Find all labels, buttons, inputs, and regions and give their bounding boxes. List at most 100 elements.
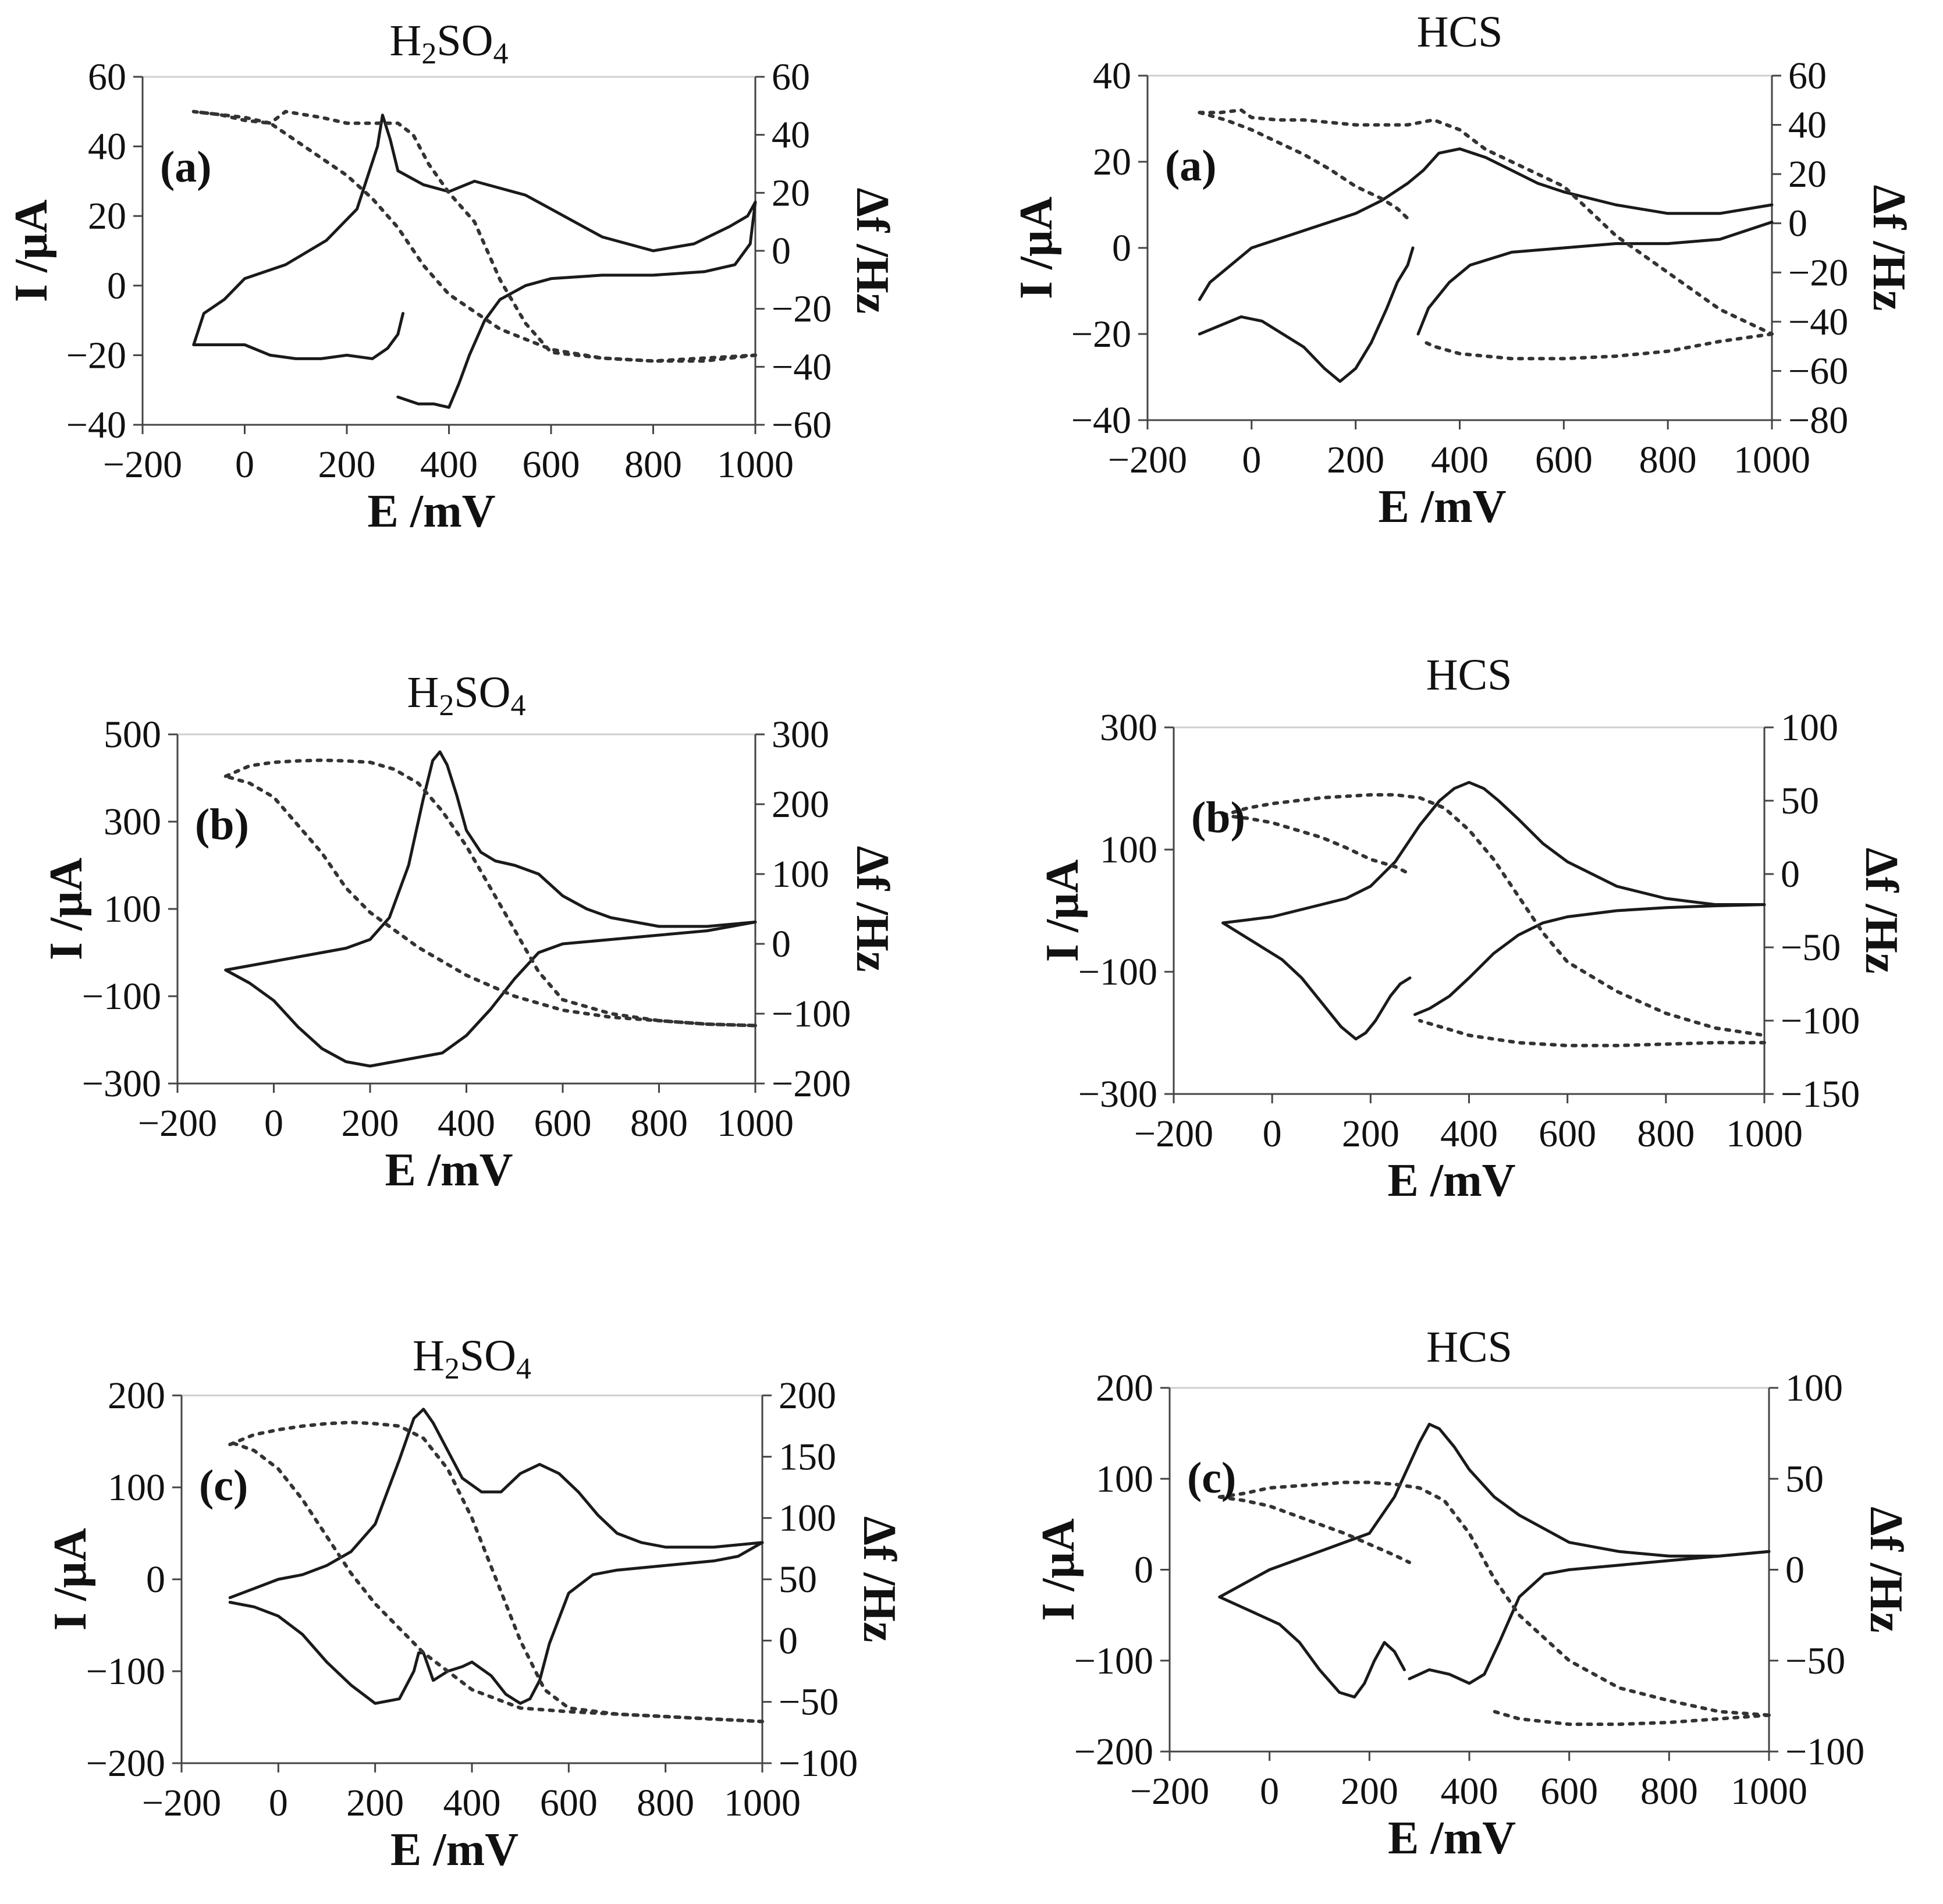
x-tick-label: 200 xyxy=(318,443,376,486)
chart-title: H2SO4 xyxy=(407,668,525,722)
chart-title: HCS xyxy=(1426,651,1512,699)
plot-frame xyxy=(180,1394,763,1764)
chart-title: HCS xyxy=(1426,1323,1512,1372)
y2-tick-label: −100 xyxy=(1785,1731,1864,1773)
y2-tick-label: 100 xyxy=(772,853,829,896)
x-tick-label: −200 xyxy=(103,443,182,486)
panel-label: (c) xyxy=(1187,1454,1236,1502)
y2-tick-label: 200 xyxy=(779,1374,836,1417)
x-tick-label: 400 xyxy=(443,1782,501,1824)
series-current-return xyxy=(1416,221,1774,336)
series-current-cathodic xyxy=(1218,1595,1406,1699)
y2-tick-label: −40 xyxy=(1788,301,1848,343)
y2-tick-label: 40 xyxy=(772,114,810,157)
y-tick-label: 100 xyxy=(1100,829,1157,871)
x-tick-label: 800 xyxy=(630,1102,688,1145)
y-tick-label: 60 xyxy=(88,56,126,98)
x-tick-label: −200 xyxy=(142,1782,221,1824)
y2-tick-label: −100 xyxy=(1781,1000,1860,1042)
x-tick-label: 400 xyxy=(420,443,478,486)
plot-frame xyxy=(176,733,756,1085)
y2-axis-label: Δf /Hz xyxy=(1863,185,1914,311)
x-tick-label: 600 xyxy=(534,1102,592,1145)
y-tick-label: 40 xyxy=(88,126,126,168)
x-axis-label: E /mV xyxy=(368,486,496,537)
chart-panel-6: −200 0 200 400 600 800 10002001000−100−2001005… xyxy=(1033,1323,1912,1864)
y2-tick-label: −80 xyxy=(1788,399,1848,442)
series-frequency-return xyxy=(223,775,757,1028)
series-frequency-return xyxy=(1418,1019,1766,1047)
y-tick-label: 300 xyxy=(1100,706,1157,749)
x-tick-label: 0 xyxy=(1260,1770,1279,1813)
y2-tick-label: −50 xyxy=(1785,1640,1845,1682)
y-tick-label: −300 xyxy=(82,1063,161,1105)
x-tick-label: −200 xyxy=(138,1102,217,1145)
series-frequency-descent xyxy=(1217,1495,1411,1564)
chart-title: H2SO4 xyxy=(413,1331,531,1386)
series-current-return xyxy=(1408,1550,1771,1685)
y2-tick-label: −40 xyxy=(772,346,832,388)
x-tick-label: 1000 xyxy=(717,1102,794,1145)
y-tick-label: 100 xyxy=(104,888,161,930)
y2-tick-label: −100 xyxy=(779,1742,858,1785)
y2-tick-label: −200 xyxy=(772,1063,851,1105)
series-current-return xyxy=(1413,903,1766,1016)
x-tick-label: 600 xyxy=(523,443,580,486)
y2-tick-label: −60 xyxy=(1788,350,1848,392)
x-tick-label: 1000 xyxy=(1731,1770,1807,1813)
y2-tick-label: 20 xyxy=(1788,153,1827,196)
y2-tick-label: −100 xyxy=(772,993,851,1035)
x-tick-label: 1000 xyxy=(1734,439,1810,481)
y2-tick-label: 60 xyxy=(772,56,810,98)
x-tick-label: 400 xyxy=(1440,1113,1498,1155)
chart-title: H2SO4 xyxy=(389,16,508,70)
panel-label: (b) xyxy=(1191,793,1245,842)
y-tick-label: 0 xyxy=(146,1558,165,1601)
series-frequency-return xyxy=(1492,1710,1771,1727)
y2-tick-label: −20 xyxy=(772,288,832,331)
chart-panel-5: −200 0 200 400 600 800 10002001000−100−2002001… xyxy=(45,1331,905,1875)
x-tick-label: −200 xyxy=(1130,1770,1209,1813)
x-tick-label: 400 xyxy=(438,1102,495,1145)
x-axis-label: E /mV xyxy=(390,1824,518,1875)
y2-axis-label: Δf /Hz xyxy=(847,188,898,314)
y-tick-label: 200 xyxy=(108,1374,165,1417)
y-tick-label: −40 xyxy=(66,404,126,446)
y2-tick-label: 200 xyxy=(772,783,829,826)
y2-axis-label: Δf /Hz xyxy=(854,1516,905,1643)
y2-tick-label: 100 xyxy=(779,1497,836,1540)
y-tick-label: 300 xyxy=(104,801,161,843)
panel-label: (c) xyxy=(199,1461,248,1510)
y2-tick-label: 50 xyxy=(1785,1458,1824,1500)
x-tick-label: 1000 xyxy=(717,443,794,486)
y2-tick-label: −50 xyxy=(779,1681,839,1724)
y-axis-label: I /μA xyxy=(1037,859,1088,962)
y2-tick-label: 0 xyxy=(1785,1549,1805,1592)
y-tick-label: −200 xyxy=(1074,1731,1153,1773)
y-tick-label: −20 xyxy=(1071,313,1131,356)
y-axis-label: I /μA xyxy=(6,200,57,303)
y2-tick-label: 300 xyxy=(772,713,829,756)
x-tick-label: 200 xyxy=(346,1782,404,1824)
x-tick-label: 200 xyxy=(1341,1770,1398,1813)
y-tick-label: 0 xyxy=(107,265,126,307)
y-tick-label: 100 xyxy=(108,1466,165,1509)
y-axis-label: I /μA xyxy=(1033,1518,1084,1621)
series-current xyxy=(1198,147,1774,301)
x-tick-label: 600 xyxy=(540,1782,598,1824)
x-tick-label: 0 xyxy=(269,1782,288,1824)
series-frequency-return xyxy=(228,1440,764,1724)
y-tick-label: −100 xyxy=(1074,1640,1153,1682)
x-axis-label: E /mV xyxy=(385,1145,513,1196)
y2-tick-label: 0 xyxy=(1781,853,1800,896)
series-current xyxy=(228,1408,764,1600)
x-tick-label: 600 xyxy=(1539,1113,1596,1155)
x-tick-label: 800 xyxy=(624,443,682,486)
series-frequency xyxy=(1217,1480,1771,1717)
y-tick-label: −40 xyxy=(1071,399,1131,442)
y-tick-label: −300 xyxy=(1078,1073,1157,1116)
y2-tick-label: −150 xyxy=(1781,1073,1860,1116)
panel-label: (a) xyxy=(160,143,212,191)
series-current-cathodic xyxy=(1221,921,1412,1040)
y2-axis-label: Δf /Hz xyxy=(847,846,898,972)
